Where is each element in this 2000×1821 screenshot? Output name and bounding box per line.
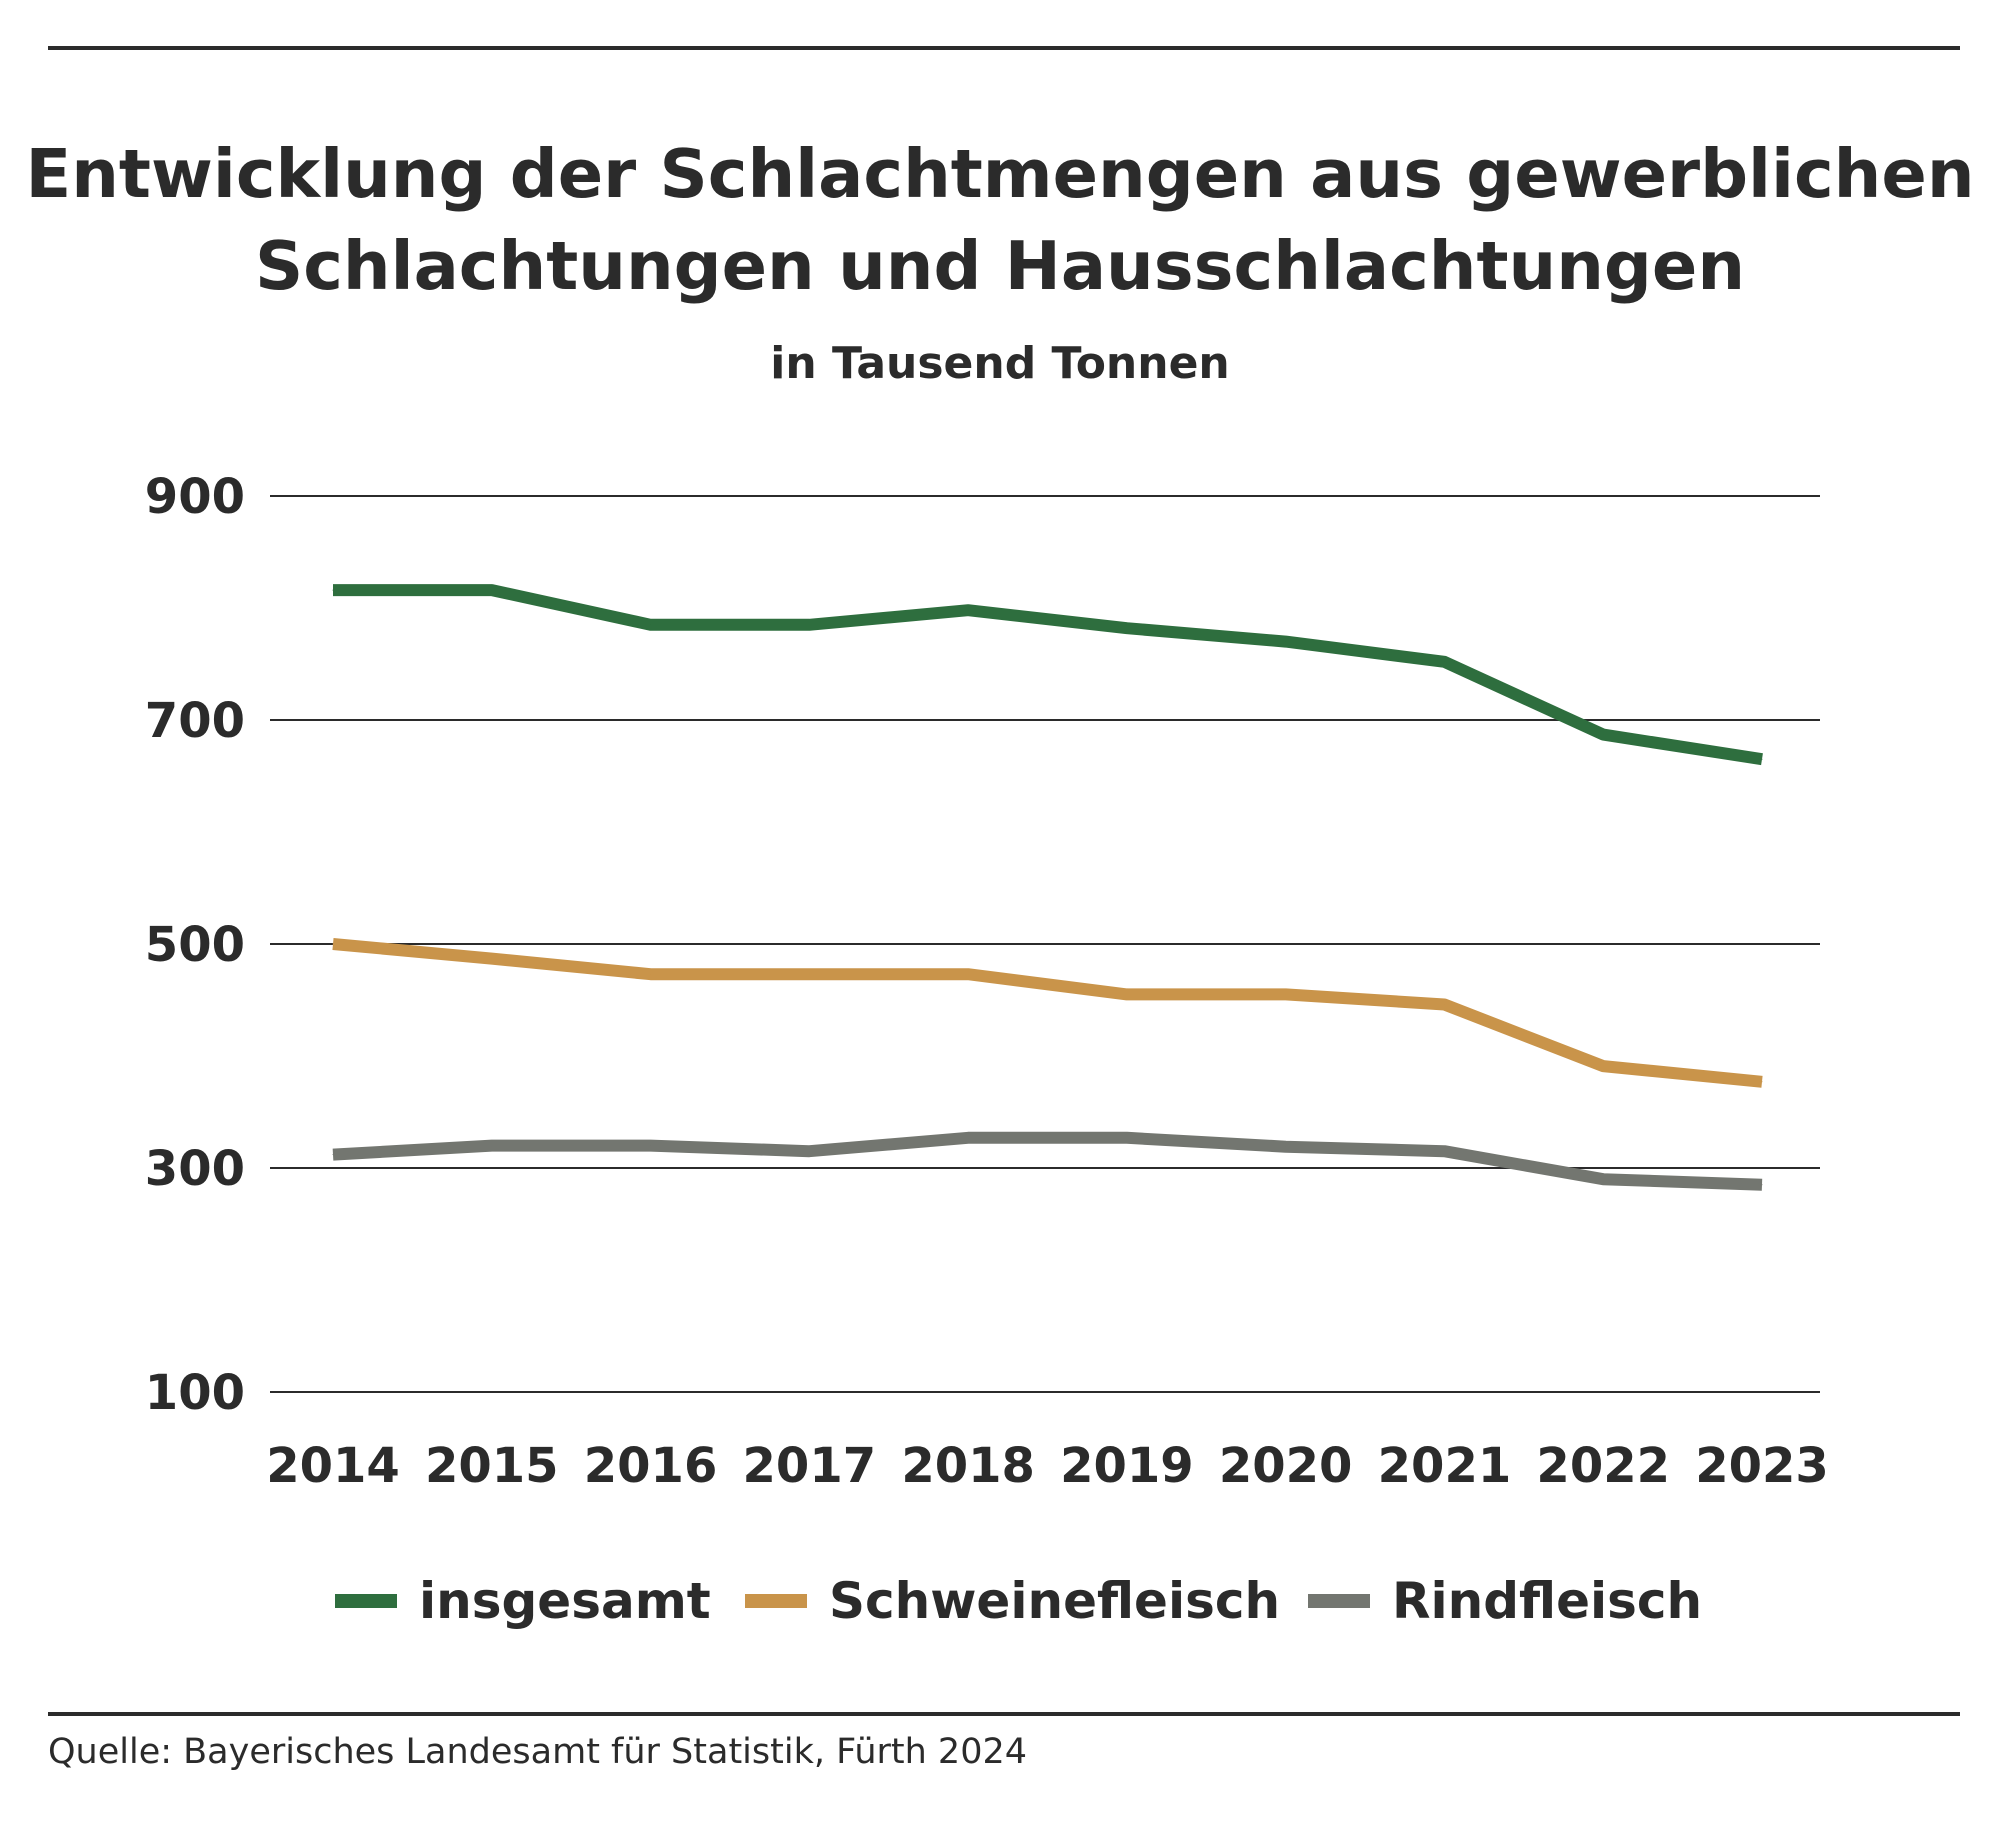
data-point-rindfleisch-2022 [1602,1178,1604,1180]
top-rule [48,46,1960,50]
x-tick-label-2016: 2016 [584,1438,718,1494]
source-note: Quelle: Bayerisches Landesamt für Statis… [48,1732,1027,1772]
data-point-rindfleisch-2023 [1761,1184,1763,1186]
series-line-rindfleisch [332,1131,1763,1191]
series-line-insgesamt [333,584,1763,766]
data-point-rindfleisch-2015 [491,1145,493,1147]
data-point-schweinefleisch-2023 [1761,1081,1763,1083]
legend-item-schweinefleisch: Schweinefleisch [745,1572,1280,1630]
y-tick-label-300: 300 [145,1141,245,1197]
data-point-insgesamt-2018 [967,609,969,611]
title-line-2: Schlachtungen und Hausschlachtungen [254,227,1746,305]
x-tick-label-2020: 2020 [1219,1438,1353,1494]
data-point-insgesamt-2023 [1761,758,1763,760]
data-point-insgesamt-2019 [1126,627,1128,629]
legend: insgesamt Schweinefleisch Rindfleisch [0,1572,2000,1642]
legend-swatch [745,1594,807,1608]
data-point-schweinefleisch-2016 [650,973,652,975]
data-point-schweinefleisch-2021 [1443,1003,1445,1005]
x-tick-label-2015: 2015 [425,1438,559,1494]
x-tick-label-2017: 2017 [743,1438,877,1494]
data-point-rindfleisch-2019 [1126,1137,1128,1139]
data-point-rindfleisch-2020 [1285,1146,1287,1148]
x-tick-label-2018: 2018 [901,1438,1035,1494]
x-tick-label-2019: 2019 [1060,1438,1194,1494]
data-point-rindfleisch-2016 [650,1145,652,1147]
data-point-schweinefleisch-2020 [1285,993,1287,995]
x-tick-label-2023: 2023 [1695,1438,1829,1494]
legend-item-rindfleisch: Rindfleisch [1308,1572,1702,1630]
legend-swatch [335,1594,397,1608]
legend-item-insgesamt: insgesamt [335,1572,711,1630]
legend-label: Schweinefleisch [829,1572,1281,1630]
data-point-rindfleisch-2017 [808,1150,810,1152]
data-point-insgesamt-2020 [1285,641,1287,643]
data-point-schweinefleisch-2014 [332,943,334,945]
series-line-schweinefleisch [332,938,1763,1088]
data-point-schweinefleisch-2019 [1126,993,1128,995]
data-point-insgesamt-2015 [491,589,493,591]
chart-title: Entwicklung der Schlachtmengen aus gewer… [0,128,2000,312]
legend-label: Rindfleisch [1392,1572,1703,1630]
data-point-insgesamt-2022 [1602,734,1604,736]
data-point-insgesamt-2014 [332,589,334,591]
data-point-schweinefleisch-2018 [967,973,969,975]
y-tick-label-100: 100 [145,1365,245,1421]
data-point-schweinefleisch-2022 [1602,1065,1604,1067]
bottom-rule [48,1712,1960,1716]
data-point-insgesamt-2017 [808,624,810,626]
x-tick-label-2014: 2014 [266,1438,400,1494]
legend-label: insgesamt [419,1572,711,1630]
title-line-1: Entwicklung der Schlachtmengen aus gewer… [25,135,1975,213]
x-tick-label-2021: 2021 [1378,1438,1512,1494]
data-point-schweinefleisch-2017 [808,973,810,975]
y-tick-label-900: 900 [145,469,245,525]
x-tick-label-2022: 2022 [1536,1438,1670,1494]
chart-subtitle: in Tausend Tonnen [770,338,1230,389]
legend-swatch [1308,1594,1370,1608]
data-point-rindfleisch-2014 [332,1154,334,1156]
data-point-insgesamt-2016 [650,624,652,626]
y-tick-label-700: 700 [145,693,245,749]
y-tick-label-500: 500 [145,917,245,973]
data-point-schweinefleisch-2015 [491,958,493,960]
data-point-rindfleisch-2018 [967,1137,969,1139]
data-point-rindfleisch-2021 [1443,1150,1445,1152]
data-point-insgesamt-2021 [1443,661,1445,663]
